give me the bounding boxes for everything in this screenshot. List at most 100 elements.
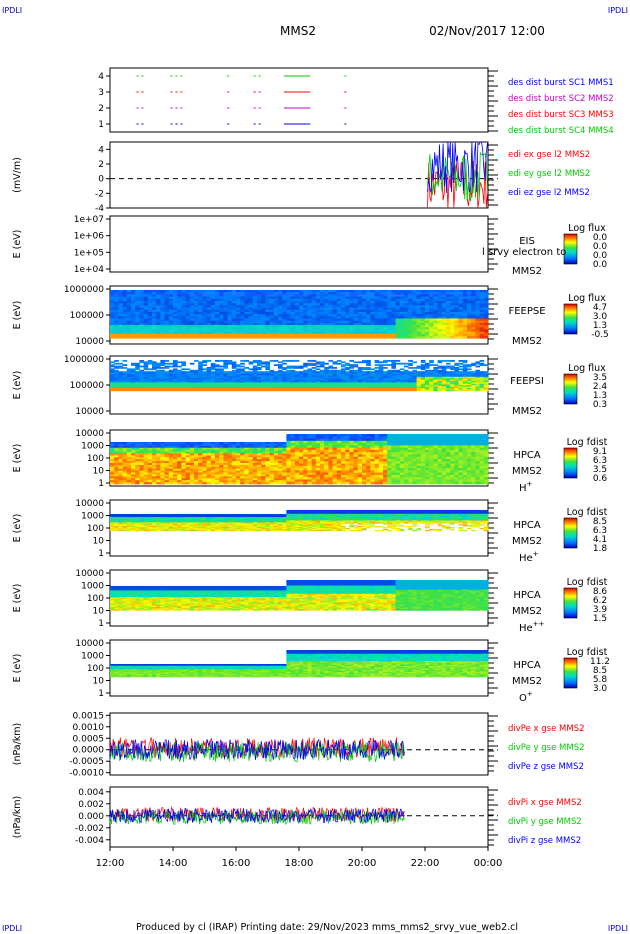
spectrogram-cell bbox=[328, 472, 333, 476]
spectrogram-cell bbox=[404, 376, 409, 379]
spectrogram-cell bbox=[198, 361, 203, 364]
spectrogram-cell bbox=[231, 472, 237, 475]
spectrogram-cell bbox=[450, 381, 455, 383]
spectrogram-cell bbox=[349, 307, 354, 311]
colorbar-title: Log flux bbox=[568, 223, 606, 234]
spectrogram-cell bbox=[122, 325, 128, 328]
spectrogram-cell bbox=[173, 290, 178, 293]
spectrogram-cell bbox=[156, 372, 161, 375]
spectrogram-cell bbox=[366, 296, 371, 300]
spectrogram-cell bbox=[248, 476, 254, 479]
spectrogram-cell bbox=[261, 309, 266, 313]
spectrogram-cell bbox=[227, 320, 233, 324]
spacecraft-label: MMS2 bbox=[512, 266, 542, 277]
spectrogram-cell bbox=[114, 322, 119, 326]
spectrogram-cell bbox=[311, 436, 317, 439]
spectrogram-cell bbox=[278, 375, 283, 378]
spectrogram-cell bbox=[147, 333, 153, 337]
spectrogram-cell bbox=[202, 449, 207, 452]
spectrogram-cell bbox=[236, 381, 241, 383]
spectrogram-cell bbox=[168, 378, 174, 380]
spectrogram-cell bbox=[202, 472, 207, 475]
spectrogram-cell bbox=[147, 300, 153, 304]
spectrogram-cell bbox=[143, 474, 149, 477]
spectrogram-cell bbox=[366, 290, 371, 293]
spectrogram-cell bbox=[114, 378, 119, 380]
spectrogram-cell bbox=[164, 461, 170, 464]
spectrogram-cell bbox=[236, 451, 241, 454]
spectrogram-cell bbox=[147, 318, 153, 322]
spectrogram-cell bbox=[383, 364, 388, 366]
spectrogram-cell bbox=[303, 305, 308, 308]
spectrogram-cell bbox=[399, 378, 405, 380]
spectrogram-cell bbox=[395, 318, 401, 322]
spectrogram-cell bbox=[210, 381, 216, 383]
spectrogram-cell bbox=[471, 327, 476, 330]
spectrogram-cell bbox=[483, 364, 489, 366]
spectrogram-cell bbox=[156, 371, 161, 373]
spectrogram-cell bbox=[357, 336, 363, 339]
spectrogram-cell bbox=[210, 374, 216, 376]
spectrogram-cell bbox=[441, 327, 447, 330]
spectrogram-cell bbox=[110, 320, 115, 324]
spectrogram-cell bbox=[362, 389, 367, 392]
spectrogram-cell bbox=[345, 316, 350, 319]
spectrogram-cell bbox=[210, 318, 216, 322]
spectrogram-cell bbox=[261, 376, 266, 379]
spectrogram-cell bbox=[366, 362, 371, 365]
spectrogram-cell bbox=[357, 386, 363, 389]
spectrogram-cell bbox=[441, 336, 447, 339]
spectrogram-cell bbox=[131, 362, 136, 365]
spectrogram-cell bbox=[227, 362, 233, 365]
spectrogram-cell bbox=[215, 442, 220, 445]
spectrogram-cell bbox=[131, 382, 136, 385]
spectrogram-cell bbox=[479, 307, 485, 311]
spectrogram-cell bbox=[294, 331, 300, 335]
spectrogram-cell bbox=[282, 386, 287, 389]
spectrogram-cell bbox=[324, 385, 329, 387]
spectrogram-cell bbox=[433, 318, 438, 322]
spectrogram-cell bbox=[139, 371, 144, 373]
spectrogram-cell bbox=[303, 479, 308, 483]
colorbar-tick-label: 6.3 bbox=[593, 456, 607, 466]
spectrogram-cell bbox=[261, 365, 266, 368]
spectrogram-cell bbox=[433, 307, 438, 311]
spectrogram-cell bbox=[282, 367, 287, 369]
spectrogram-cell bbox=[114, 290, 119, 293]
spectrogram-cell bbox=[282, 336, 287, 339]
spectrogram-cell bbox=[370, 318, 375, 322]
spectrogram-cell bbox=[122, 375, 128, 378]
spectrogram-cell bbox=[236, 459, 241, 462]
spectrogram-cell bbox=[303, 449, 308, 453]
spectrogram-cell bbox=[416, 303, 422, 306]
spectrogram-cell bbox=[164, 329, 170, 333]
spectrogram-cell bbox=[349, 372, 354, 375]
spectrogram-cell bbox=[290, 333, 296, 337]
spectrogram-cell bbox=[404, 305, 409, 308]
spectrogram-cell bbox=[114, 447, 119, 451]
spectrogram-cell bbox=[131, 376, 136, 379]
spectrogram-cell bbox=[311, 463, 317, 467]
spectrogram-cell bbox=[315, 296, 321, 300]
spectrogram-cell bbox=[458, 360, 464, 362]
spectrogram-cell bbox=[467, 379, 472, 382]
spectrogram-cell bbox=[265, 386, 270, 389]
spectrogram-cell bbox=[152, 333, 157, 337]
spectrogram-cell bbox=[420, 381, 426, 383]
spectrogram-cell bbox=[126, 449, 132, 452]
spectrogram-cell bbox=[131, 311, 136, 315]
colorbar-tick-label: 3.5 bbox=[593, 465, 607, 475]
spectrogram-cell bbox=[206, 383, 212, 386]
spectrogram-cell bbox=[160, 464, 165, 468]
spectrogram-cell bbox=[118, 316, 123, 319]
spectrogram-cell bbox=[206, 376, 212, 379]
spectrogram-cell bbox=[126, 389, 132, 392]
spectrogram-cell bbox=[362, 331, 367, 335]
spectrogram-cell bbox=[194, 300, 199, 304]
spectrogram-cell bbox=[215, 372, 220, 375]
spectrogram-cell bbox=[387, 386, 392, 389]
colorbar-tick-label: 1.3 bbox=[593, 321, 607, 331]
spectrogram-cell bbox=[362, 327, 367, 330]
spectrogram-cell bbox=[168, 449, 174, 452]
spectrogram-cell bbox=[341, 318, 346, 322]
